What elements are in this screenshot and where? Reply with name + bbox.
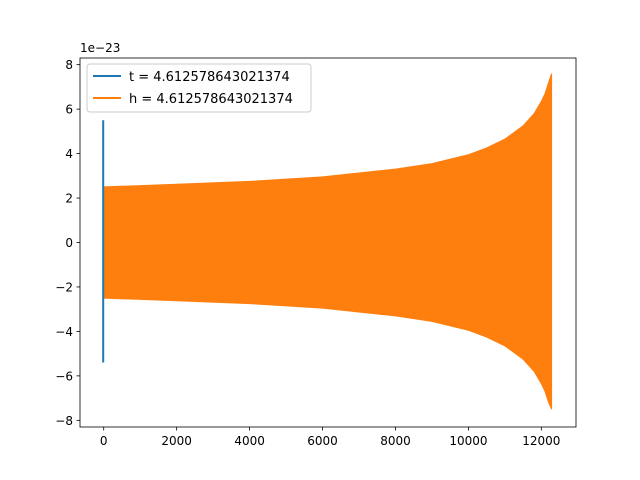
- x-tick-label: 4000: [234, 434, 265, 448]
- y-tick-label: 0: [65, 236, 73, 250]
- y-tick-label: 6: [65, 103, 73, 117]
- y-tick-label: −4: [55, 325, 73, 339]
- y-tick-label: −6: [55, 369, 73, 383]
- y-tick-label: 4: [65, 147, 73, 161]
- y-tick-label: 2: [65, 192, 73, 206]
- x-tick-label: 10000: [449, 434, 487, 448]
- legend-label: h = 4.612578643021374: [129, 92, 293, 107]
- y-tick-label: −2: [55, 280, 73, 294]
- x-tick-label: 2000: [161, 434, 192, 448]
- plot-area: [102, 73, 553, 410]
- y-tick-label: −8: [55, 414, 73, 428]
- x-tick-label: 6000: [307, 434, 338, 448]
- axes: 0 2000 4000 6000 8000 10000 12000 −8 −6 −4 −2 0 2 4 6 8: [55, 57, 577, 448]
- legend-box: [86, 63, 312, 113]
- y-tick-label: 8: [65, 58, 73, 72]
- x-tick-label: 8000: [380, 434, 411, 448]
- series-h-band: [103, 73, 553, 410]
- legend-label: t = 4.612578643021374: [129, 70, 290, 85]
- x-tick-label: 0: [100, 434, 108, 448]
- x-tick-label: 12000: [522, 434, 560, 448]
- y-offset-label: 1e−23: [80, 41, 120, 55]
- legend: t = 4.612578643021374 h = 4.6125786430213…: [86, 63, 312, 113]
